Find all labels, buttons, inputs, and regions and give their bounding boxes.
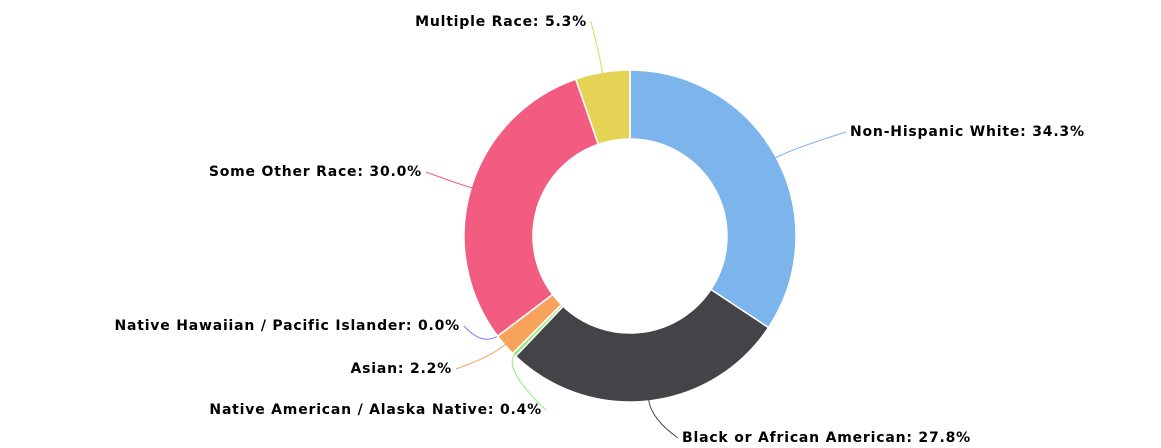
data-label: Native American / Alaska Native: 0.4% <box>209 402 542 418</box>
connector <box>463 325 500 340</box>
slice <box>629 69 797 329</box>
connector <box>455 343 507 370</box>
data-label: Some Other Race: 30.0% <box>209 164 422 180</box>
slice <box>514 288 770 403</box>
data-label: Black or African American: 27.8% <box>682 430 971 446</box>
connector <box>774 131 847 159</box>
slice <box>463 78 600 338</box>
connector <box>648 398 679 439</box>
data-label: Non-Hispanic White: 34.3% <box>850 124 1085 140</box>
connector <box>425 171 474 189</box>
connector <box>511 353 547 411</box>
connector <box>590 21 604 75</box>
data-label: Native Hawaiian / Pacific Islander: 0.0% <box>114 318 460 334</box>
slice <box>574 69 631 146</box>
data-label: Multiple Race: 5.3% <box>415 14 587 30</box>
data-label: Asian: 2.2% <box>351 361 452 377</box>
